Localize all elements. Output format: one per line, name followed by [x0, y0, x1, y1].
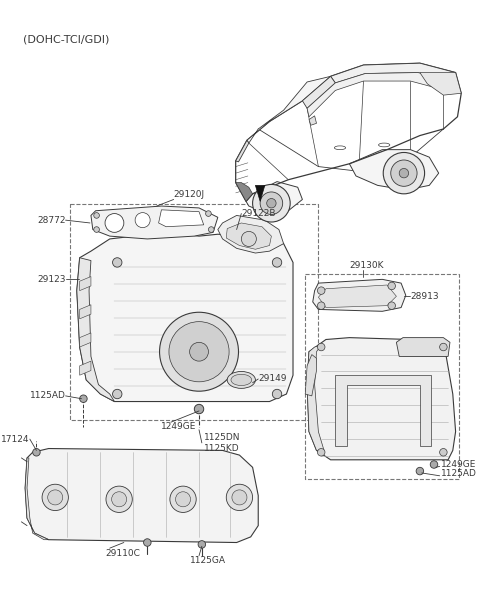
Circle shape — [317, 302, 325, 310]
Circle shape — [112, 389, 122, 398]
Text: 1125AD: 1125AD — [30, 391, 66, 400]
Circle shape — [317, 448, 325, 456]
Text: 28772: 28772 — [37, 216, 66, 225]
Circle shape — [169, 322, 229, 382]
Circle shape — [416, 468, 424, 475]
Polygon shape — [236, 140, 249, 162]
Text: 1249GE: 1249GE — [441, 460, 476, 469]
Polygon shape — [307, 338, 456, 460]
Circle shape — [440, 343, 447, 351]
Text: 1249GE: 1249GE — [161, 423, 197, 431]
Ellipse shape — [231, 374, 252, 386]
Circle shape — [42, 484, 68, 511]
Polygon shape — [80, 361, 91, 375]
Ellipse shape — [227, 371, 255, 388]
Text: 29110C: 29110C — [105, 549, 140, 558]
Circle shape — [430, 461, 438, 468]
Text: 1125KD: 1125KD — [204, 444, 240, 453]
Circle shape — [241, 231, 256, 246]
Text: 29123: 29123 — [37, 275, 66, 284]
Circle shape — [388, 302, 396, 310]
Circle shape — [94, 213, 99, 218]
Text: 29130K: 29130K — [349, 261, 384, 270]
Polygon shape — [77, 258, 114, 401]
Polygon shape — [25, 458, 48, 540]
Bar — [305, 273, 459, 478]
Text: 17124: 17124 — [1, 435, 30, 444]
Polygon shape — [307, 345, 324, 450]
Polygon shape — [309, 116, 316, 125]
Polygon shape — [77, 233, 293, 401]
Circle shape — [144, 538, 151, 546]
Polygon shape — [218, 215, 284, 253]
Text: 29149: 29149 — [258, 374, 287, 383]
Circle shape — [48, 490, 63, 505]
Polygon shape — [331, 63, 456, 83]
Polygon shape — [80, 333, 91, 347]
Polygon shape — [80, 276, 91, 291]
Circle shape — [440, 448, 447, 456]
Circle shape — [267, 198, 276, 208]
Text: 29120J: 29120J — [174, 191, 205, 200]
Polygon shape — [236, 183, 252, 201]
Circle shape — [33, 448, 40, 456]
Circle shape — [317, 287, 325, 294]
Circle shape — [94, 227, 99, 233]
Circle shape — [80, 395, 87, 403]
Bar — [70, 204, 318, 420]
Polygon shape — [313, 279, 406, 311]
Circle shape — [190, 343, 208, 361]
Polygon shape — [336, 375, 431, 446]
Circle shape — [317, 343, 325, 351]
Circle shape — [252, 185, 290, 222]
Circle shape — [391, 160, 417, 186]
Circle shape — [135, 213, 150, 228]
Text: 1125GA: 1125GA — [190, 556, 226, 565]
Polygon shape — [318, 285, 396, 308]
Polygon shape — [396, 338, 450, 356]
Text: 1125AD: 1125AD — [441, 469, 477, 478]
Polygon shape — [91, 206, 218, 239]
Circle shape — [176, 492, 191, 507]
Circle shape — [112, 258, 122, 267]
Circle shape — [226, 484, 252, 511]
Polygon shape — [25, 448, 258, 543]
Polygon shape — [305, 355, 316, 396]
Text: 28913: 28913 — [410, 291, 439, 300]
Polygon shape — [255, 185, 265, 201]
Polygon shape — [302, 76, 336, 108]
Circle shape — [198, 541, 205, 548]
Circle shape — [383, 153, 425, 194]
Circle shape — [388, 282, 396, 290]
Circle shape — [205, 211, 211, 216]
Polygon shape — [307, 73, 444, 117]
Polygon shape — [158, 210, 204, 227]
Circle shape — [232, 490, 247, 505]
Polygon shape — [420, 73, 461, 95]
Circle shape — [399, 168, 408, 178]
Circle shape — [170, 486, 196, 513]
Circle shape — [105, 213, 124, 233]
Polygon shape — [349, 150, 439, 190]
Text: 1125DN: 1125DN — [204, 433, 240, 442]
Circle shape — [272, 389, 282, 398]
Circle shape — [208, 227, 214, 233]
Text: (DOHC-TCI/GDI): (DOHC-TCI/GDI) — [23, 35, 109, 45]
Circle shape — [194, 404, 204, 413]
Polygon shape — [246, 182, 302, 213]
Polygon shape — [80, 305, 91, 319]
Circle shape — [272, 258, 282, 267]
Polygon shape — [247, 76, 331, 143]
Circle shape — [260, 192, 283, 215]
Circle shape — [106, 486, 132, 513]
Polygon shape — [226, 223, 271, 249]
Circle shape — [159, 313, 239, 391]
Circle shape — [112, 492, 127, 507]
Text: 29122B: 29122B — [241, 209, 276, 218]
